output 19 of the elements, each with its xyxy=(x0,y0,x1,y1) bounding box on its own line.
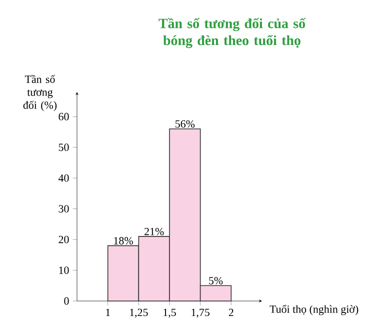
y-tick-label: 50 xyxy=(58,144,69,152)
data-label: 18% xyxy=(114,237,133,244)
x-axis-title: Tuổi thọ (nghìn giờ) xyxy=(270,304,358,316)
data-label: 56% xyxy=(176,120,195,128)
y-tick-label: 60 xyxy=(58,112,69,120)
data-label: 21% xyxy=(144,228,164,236)
x-tick-label: 1,5 xyxy=(164,308,176,318)
y-tick-label: 30 xyxy=(58,205,69,212)
x-tick-label: 1,25 xyxy=(130,308,148,318)
data-label: 5% xyxy=(209,277,223,284)
y-tick-label: 0 xyxy=(64,297,69,305)
x-tick-label: 2 xyxy=(228,308,234,316)
x-tick-label: 1,75 xyxy=(192,308,210,318)
y-tick-label: 40 xyxy=(58,174,69,182)
x-tick-label: 1 xyxy=(106,308,110,316)
y-tick-label: 10 xyxy=(59,266,69,274)
y-axis-title: Tần số tương đối (%) xyxy=(23,74,57,112)
y-tick-label: 20 xyxy=(58,236,69,244)
chart-title: Tần số tương đối của số bóng đèn theo tuổi thọ xyxy=(158,18,306,48)
